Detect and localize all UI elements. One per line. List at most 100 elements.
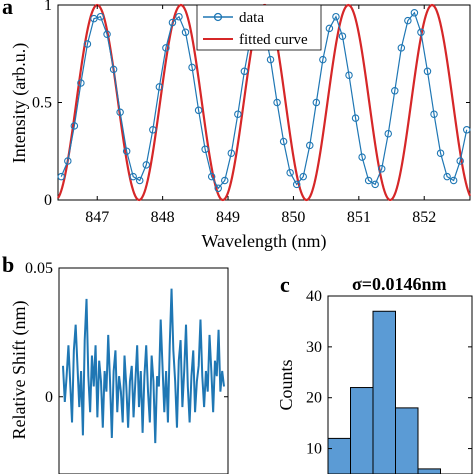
legend-data-marker (213, 12, 223, 22)
panel-a-y-axis-label: Intensity (arb.u.) (9, 43, 30, 163)
data-point (175, 12, 183, 21)
data-point (417, 28, 425, 37)
data-point (57, 172, 66, 181)
histogram-bar (395, 407, 419, 474)
data-point (364, 176, 373, 185)
data-point (410, 9, 419, 17)
y-tick-label: 0 (44, 192, 52, 209)
data-point (391, 87, 399, 95)
data-point (122, 147, 131, 156)
x-tick-label: 852 (412, 209, 436, 226)
data-point (319, 55, 327, 64)
data-point (338, 32, 347, 40)
data-point (404, 16, 412, 25)
panel-a-y-ticks: 00.51 (32, 0, 470, 209)
panel-a-x-axis-label: Wavelength (nm) (201, 231, 326, 252)
x-tick-label: 848 (151, 209, 175, 226)
data-point (436, 149, 445, 157)
histogram-bar (350, 387, 374, 474)
data-point (430, 110, 438, 118)
data-point (221, 176, 229, 185)
panel-c-plot-area (327, 310, 441, 474)
panel-b-y-axis-label: Relative Shift (nm) (9, 301, 30, 440)
data-point (273, 98, 281, 107)
panel-c: c σ=0.0146nm 10 20 30 40 Counts (276, 272, 473, 474)
data-point (299, 172, 307, 181)
data-point (384, 129, 392, 138)
data-point (149, 126, 157, 134)
data-point (449, 176, 458, 185)
data-point (462, 126, 471, 134)
relative-shift-line (62, 288, 225, 444)
data-point (90, 14, 98, 23)
data-point (371, 180, 379, 189)
data-point (207, 172, 216, 181)
data-point (70, 122, 79, 130)
data-point (136, 176, 144, 185)
legend-data-label: data (239, 10, 264, 26)
histogram-bar (372, 310, 396, 474)
data-point (443, 172, 451, 181)
y-tick-label: 10 (306, 441, 322, 458)
data-point (266, 55, 275, 64)
data-point (456, 157, 464, 165)
x-tick-label: 851 (347, 209, 371, 226)
data-point (109, 65, 118, 74)
data-point (377, 165, 386, 173)
data-point (351, 114, 360, 122)
panel-a-letter: a (2, 0, 13, 19)
legend-box (196, 4, 322, 51)
x-tick-label: 850 (281, 209, 305, 226)
data-point (181, 28, 190, 37)
data-point (227, 149, 236, 157)
y-tick-label: 1 (44, 0, 52, 14)
x-tick-label: 849 (216, 209, 240, 226)
panel-c-y-ticks: 10 20 30 40 (306, 288, 472, 458)
panel-b-plot-area (62, 288, 225, 444)
data-point (279, 137, 288, 146)
data-point (188, 63, 196, 72)
data-point (312, 98, 321, 107)
data-point (345, 71, 353, 79)
y-tick-label: 0.5 (32, 95, 52, 112)
panel-a: a 847 848 849 850 851 852 00.51 Wavelength (n… (2, 0, 472, 252)
data-point (292, 180, 301, 189)
data-point (103, 30, 111, 38)
histogram-bar (327, 437, 351, 474)
data-point (306, 141, 314, 150)
data-point (423, 67, 432, 76)
data-point (168, 18, 177, 27)
data-point (358, 153, 366, 161)
data-point (397, 44, 406, 52)
data-point (214, 184, 222, 193)
y-tick-label: 0.05 (25, 260, 53, 277)
data-point (234, 110, 242, 118)
data-point (201, 145, 209, 154)
data-point (142, 161, 151, 169)
data-point (116, 108, 124, 117)
data-point (96, 12, 105, 21)
x-tick-label: 847 (85, 209, 109, 226)
data-point (325, 24, 334, 33)
panel-c-y-axis-label: Counts (276, 359, 296, 410)
histogram-bar (417, 468, 441, 474)
data-point (83, 40, 92, 48)
panel-b-letter: b (2, 252, 14, 277)
data-point (162, 44, 170, 52)
panel-b-y-ticks: 00.05 (25, 260, 228, 406)
data-point (332, 12, 340, 21)
data-point (240, 67, 249, 76)
data-point (286, 168, 294, 177)
data-point (194, 106, 203, 115)
data-point (77, 79, 85, 87)
panel-b: b 00.05 Relative Shift (nm) (2, 252, 229, 474)
data-point (155, 83, 164, 91)
y-tick-label: 0 (45, 389, 53, 406)
data-point (64, 157, 72, 165)
panel-c-letter: c (280, 272, 290, 297)
legend: data fitted curve (196, 4, 322, 51)
y-tick-label: 20 (306, 390, 322, 407)
panel-c-title: σ=0.0146nm (352, 274, 447, 294)
y-tick-label: 40 (306, 288, 322, 305)
